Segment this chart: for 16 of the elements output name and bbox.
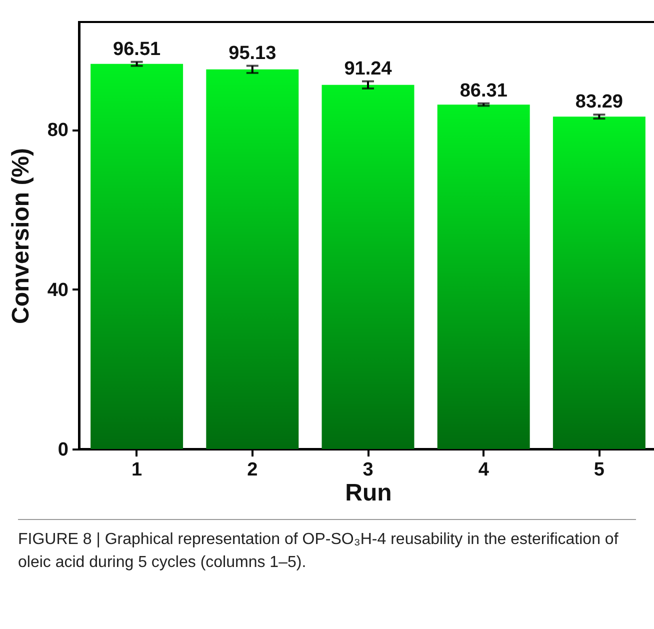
y-tick-label: 80 xyxy=(47,120,68,142)
x-axis-title: Run xyxy=(345,480,392,506)
data-label: 86.31 xyxy=(460,80,508,102)
caption: FIGURE 8 | Graphical representation of OP-SO₃H-4 reusability in the esterification of oleic acid during 5 cycles (columns 1–5). xyxy=(18,519,636,574)
x-tick-label: 2 xyxy=(247,460,258,480)
y-tick-label: 0 xyxy=(58,440,68,460)
y-axis-title: Conversion (%) xyxy=(7,148,34,324)
data-label: 95.13 xyxy=(228,42,276,64)
x-tick-label: 4 xyxy=(478,460,490,480)
data-label: 91.24 xyxy=(344,58,392,80)
x-tick-label: 3 xyxy=(362,460,374,480)
data-label: 96.51 xyxy=(113,38,162,60)
data-label: 83.29 xyxy=(575,92,623,113)
x-tick-label: 5 xyxy=(594,460,605,480)
y-tick-label: 40 xyxy=(47,280,68,301)
x-tick-label: 1 xyxy=(132,460,143,480)
